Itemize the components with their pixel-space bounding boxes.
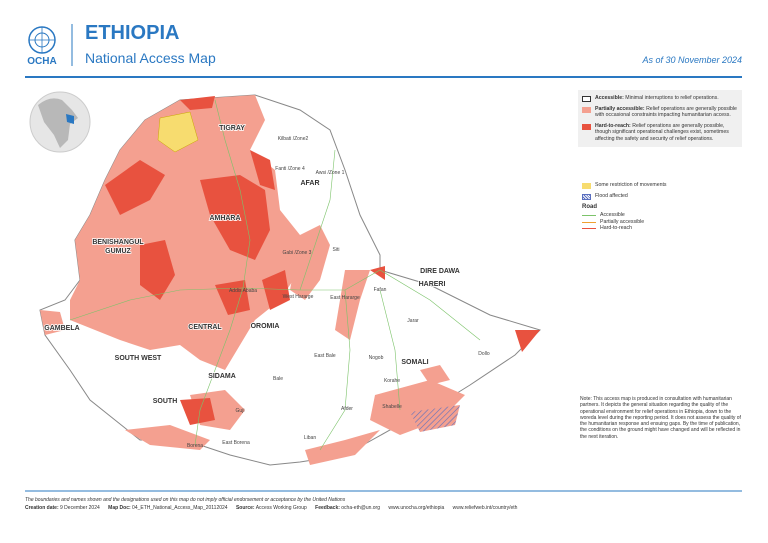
legend-heading: Road bbox=[582, 204, 597, 210]
place-label: Siti bbox=[333, 247, 340, 253]
credit-text: Access Working Group bbox=[255, 505, 307, 511]
legend-text: Partially accessible bbox=[600, 218, 645, 225]
region-label: GUMUZ bbox=[105, 248, 131, 255]
legend-term: Hard-to-reach: bbox=[595, 122, 631, 129]
note: Note: This access map is produced in con… bbox=[580, 396, 741, 440]
place-label: Liban bbox=[304, 435, 316, 441]
region-label: DIRE DAWA bbox=[420, 268, 460, 275]
subtitle: National Access Map bbox=[85, 50, 216, 66]
region-label: AFAR bbox=[300, 180, 319, 187]
disclaimer: The boundaries and names shown and the d… bbox=[25, 497, 346, 503]
legend-term: Accessible: bbox=[595, 95, 624, 101]
credit-term: Creation date: bbox=[25, 505, 59, 511]
date: As of 30 November 2024 bbox=[642, 55, 742, 65]
legend-text: Hard-to-reach bbox=[600, 225, 633, 232]
legend-item: Partially accessible bbox=[578, 219, 742, 225]
legend-term: Partially accessible: bbox=[595, 106, 645, 112]
place-label: West Hararge bbox=[283, 294, 314, 300]
legend-item: Accessible bbox=[578, 212, 742, 218]
un-logo bbox=[28, 26, 56, 54]
legend-text: Accessible bbox=[600, 212, 625, 219]
place-label: East Bale bbox=[314, 353, 336, 359]
legend-item: Flood affected bbox=[578, 191, 742, 202]
place-label: Shabelle bbox=[382, 404, 402, 410]
legend-text: Relief operations are generally possible… bbox=[595, 106, 737, 119]
legend-item: Hard-to-reach: Relief operations are gen… bbox=[578, 121, 742, 144]
region-label: OROMIA bbox=[251, 323, 280, 330]
place-label: Jarar bbox=[407, 318, 419, 324]
credit-term: Map Doc: bbox=[108, 505, 131, 511]
credit-text: 9 December 2024 bbox=[60, 505, 100, 511]
place-label: Nogob bbox=[369, 355, 384, 361]
legend-item: Accessible: Minimal interruptions to rel… bbox=[578, 93, 742, 104]
region-label: SIDAMA bbox=[208, 373, 236, 380]
region-label: HARERI bbox=[419, 281, 446, 288]
place-label: Addis Ababa bbox=[229, 288, 257, 294]
flood-area bbox=[410, 405, 460, 432]
credit-term: Source: bbox=[235, 505, 255, 511]
region-label: SOUTH bbox=[153, 398, 178, 405]
region-label: GAMBELA bbox=[44, 325, 79, 332]
region-label: SOUTH WEST bbox=[115, 355, 162, 362]
movement-restriction-area bbox=[157, 111, 199, 153]
place-label: Gabi /Zone 3 bbox=[283, 250, 312, 256]
org-name: OCHA bbox=[27, 56, 57, 67]
hard-to-reach-areas bbox=[105, 96, 540, 425]
place-label: Fanti /Zone 4 bbox=[275, 166, 305, 172]
region-label: CENTRAL bbox=[188, 324, 222, 331]
place-label: Afder bbox=[341, 406, 353, 412]
place-label: Bale bbox=[273, 376, 283, 382]
footer: The boundaries and names shown and the d… bbox=[25, 496, 745, 512]
region-label: SOMALI bbox=[401, 359, 428, 366]
credit-text: 04_ETH_National_Access_Map_20112024 bbox=[132, 505, 228, 511]
place-label: Dollo bbox=[478, 351, 490, 357]
place-label: Korahe bbox=[384, 378, 400, 384]
link[interactable]: www.reliefweb.int/country/eth bbox=[452, 505, 518, 511]
legend-item: Hard-to-reach bbox=[578, 225, 742, 231]
legend-text: Some restriction of movements bbox=[595, 182, 667, 188]
credit-term: Feedback: bbox=[315, 505, 340, 511]
link[interactable]: www.unocha.org/ethiopia bbox=[388, 505, 445, 511]
region-label: TIGRAY bbox=[219, 125, 245, 132]
legend-text: Minimal interruptions to relief operatio… bbox=[625, 95, 719, 101]
credit-text: ocha-eth@un.org bbox=[341, 505, 380, 511]
place-label: Awsi /Zone 1 bbox=[316, 170, 345, 176]
region-label: BENISHANGUL bbox=[92, 239, 144, 246]
place-label: East Borena bbox=[222, 440, 250, 446]
roads bbox=[69, 99, 481, 451]
place-label: East Hararge bbox=[330, 295, 360, 301]
region-label: AMHARA bbox=[209, 215, 240, 222]
legend-text: Flood affected bbox=[595, 193, 628, 199]
place-label: Borena bbox=[187, 443, 203, 449]
inset-globe bbox=[29, 91, 91, 153]
title: ETHIOPIA bbox=[85, 22, 180, 44]
place-label: Guji bbox=[236, 408, 245, 414]
legend-secondary: Some restriction of movements Flood affe… bbox=[578, 180, 742, 232]
legend: Accessible: Minimal interruptions to rel… bbox=[578, 90, 742, 148]
place-label: Kilbati /Zone2 bbox=[278, 136, 309, 142]
legend-item: Partially accessible: Relief operations … bbox=[578, 104, 742, 121]
place-label: Fafan bbox=[374, 287, 387, 293]
legend-item: Some restriction of movements bbox=[578, 180, 742, 191]
legend-text: Relief operations are generally possible… bbox=[595, 122, 729, 142]
